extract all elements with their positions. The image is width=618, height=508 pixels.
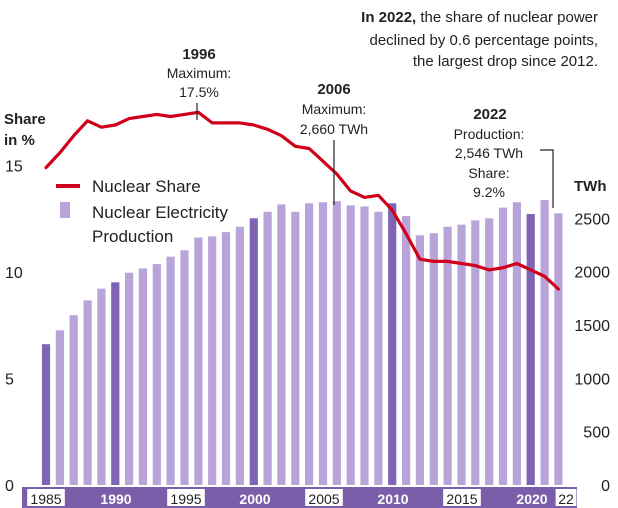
headline-line3: the largest drop since 2012. [413,53,598,70]
bar-2020 [526,214,535,485]
bar-2014 [443,226,452,486]
x-axis-band [22,486,577,508]
bar-1995 [180,250,189,485]
bar-2001 [263,211,272,486]
bar-2019 [512,202,521,485]
x-tick-labels: 1985 1990 1995 2000 2005 2010 2015 2020 22 [27,489,577,507]
legend-bar-label-line1: Nuclear Electricity [92,203,229,222]
bar-2009 [374,211,383,486]
share-line [44,110,561,291]
annotation-2006-line1: Maximum: [302,101,367,117]
x-tick-1995: 1995 [170,491,201,507]
x-tick-bg-2005 [305,489,343,506]
right-tick-500: 500 [583,425,610,442]
bar-1987 [69,315,78,485]
bar-2005 [318,202,328,485]
legend-line-label: Nuclear Share [92,177,201,196]
bar-2003 [291,211,300,486]
right-axis-ticks: 0 500 1000 1500 2000 2500 [574,211,610,495]
bar-2012 [415,235,424,485]
bar-1990 [111,282,120,485]
annotation-2022-line3: Share: [468,165,509,181]
left-tick-5: 5 [5,372,14,389]
bar-1991 [125,272,134,485]
left-tick-0: 0 [5,478,14,495]
bar-1988 [83,300,92,485]
bar-2007 [346,205,355,485]
right-tick-2500: 2500 [574,211,610,228]
bar-2011 [402,216,411,485]
legend-bar-swatch [60,202,70,218]
x-tick-1990: 1990 [100,491,131,507]
bar-1996 [194,237,203,485]
right-tick-0: 0 [601,478,610,495]
bar-2000 [249,218,258,486]
left-tick-10: 10 [5,265,23,282]
left-axis-title-line1: Share [4,111,46,128]
bar-1999 [235,226,244,486]
x-tick-2015: 2015 [446,491,477,507]
bar-1992 [138,268,147,485]
right-axis-title: TWh [574,178,606,195]
bar-2010 [388,203,397,486]
bar-1989 [97,288,106,485]
bar-2021 [540,200,549,485]
x-tick-2010: 2010 [377,491,408,507]
share-line-layer [44,110,561,291]
bar-2004 [305,203,314,486]
annotation-2022-line4: 9.2% [473,184,505,200]
bar-2015 [457,224,466,485]
right-tick-1000: 1000 [574,371,610,388]
headline-rest: the share of nuclear power [416,9,598,26]
bar-1994 [166,256,175,485]
bar-2013 [429,233,438,485]
headline-line1: In 2022, the share of nuclear power [361,9,598,26]
x-tick-bg-1995 [167,489,205,506]
annotation-2006-line2: 2,660 TWh [300,121,368,137]
bar-2002 [277,204,286,485]
bar-2018 [498,207,508,485]
annotation-2022-line1: Production: [454,126,525,142]
annotation-2022-line2: 2,546 TWh [455,145,523,161]
x-tick-2020: 2020 [516,491,547,507]
bar-2022 [554,213,563,486]
headline-line2: declined by 0.6 percentage points, [370,32,599,49]
x-tick-2000: 2000 [239,491,270,507]
bar-2016 [471,220,480,485]
x-tick-22: 22 [558,491,574,507]
bar-1997 [208,236,217,485]
annotation-1996-line1: Maximum: [167,65,232,81]
bar-2008 [360,206,369,485]
x-tick-1985: 1985 [30,491,61,507]
left-tick-15: 15 [5,159,23,176]
annotation-2022-pointer [540,149,554,208]
x-tick-bg-2015 [443,489,481,506]
annotation-1996-line2: 17.5% [179,84,219,100]
x-axis-label-band [22,487,577,508]
x-tick-bg-1985 [27,489,65,506]
bar-1993 [152,264,161,485]
annotation-1996-year: 1996 [182,46,215,63]
annotation-2006-year: 2006 [317,81,350,98]
bar-2017 [485,218,494,486]
bars-layer [41,200,563,486]
headline-lead: In 2022, [361,9,416,26]
bar-1986 [55,330,64,485]
bar-1998 [221,232,231,485]
left-axis-title-line2: in % [4,132,35,149]
right-tick-1500: 1500 [574,318,610,335]
x-tick-2005: 2005 [308,491,339,507]
x-tick-bg-22 [555,489,577,506]
legend-bar-label-line2: Production [92,227,173,246]
bar-1985 [41,344,51,485]
right-tick-2000: 2000 [574,265,610,282]
left-axis-ticks: 0 5 10 15 [5,159,23,496]
bar-2006 [332,201,341,485]
annotation-2022-year: 2022 [473,106,506,123]
